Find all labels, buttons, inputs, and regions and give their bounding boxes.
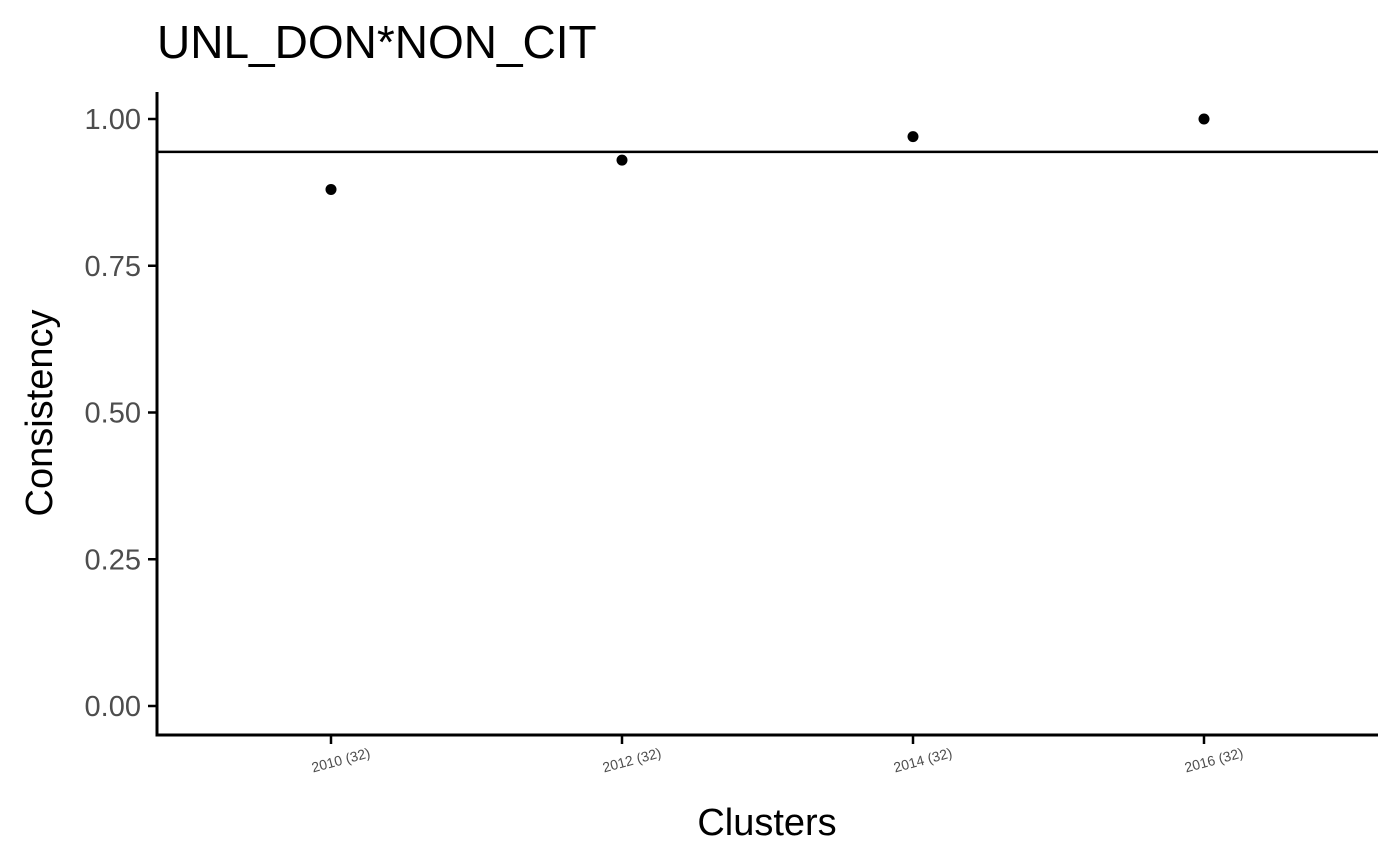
y-tick-label: 0.75 — [85, 251, 141, 283]
data-point — [907, 131, 919, 143]
x-tick-label: 2010 (32) — [310, 744, 372, 775]
chart-title: UNL_DON*NON_CIT — [157, 16, 597, 68]
data-point — [325, 183, 337, 195]
x-tick-label: 2016 (32) — [1183, 744, 1245, 775]
y-axis-title: Consistency — [19, 310, 61, 517]
y-tick-label: 0.50 — [85, 398, 141, 430]
y-tick-label: 0.25 — [85, 544, 141, 576]
y-tick-label: 1.00 — [85, 104, 141, 136]
y-tick-label: 0.00 — [85, 691, 141, 723]
data-point — [616, 154, 628, 166]
plot-area: 0.00 0.25 0.50 0.75 1.00 2010 (32) 2012 (32) 20… — [85, 92, 1378, 775]
x-tick-label: 2012 (32) — [601, 744, 663, 775]
x-axis-title: Clusters — [697, 802, 836, 844]
x-tick-label: 2014 (32) — [892, 744, 954, 775]
data-point — [1198, 113, 1210, 125]
